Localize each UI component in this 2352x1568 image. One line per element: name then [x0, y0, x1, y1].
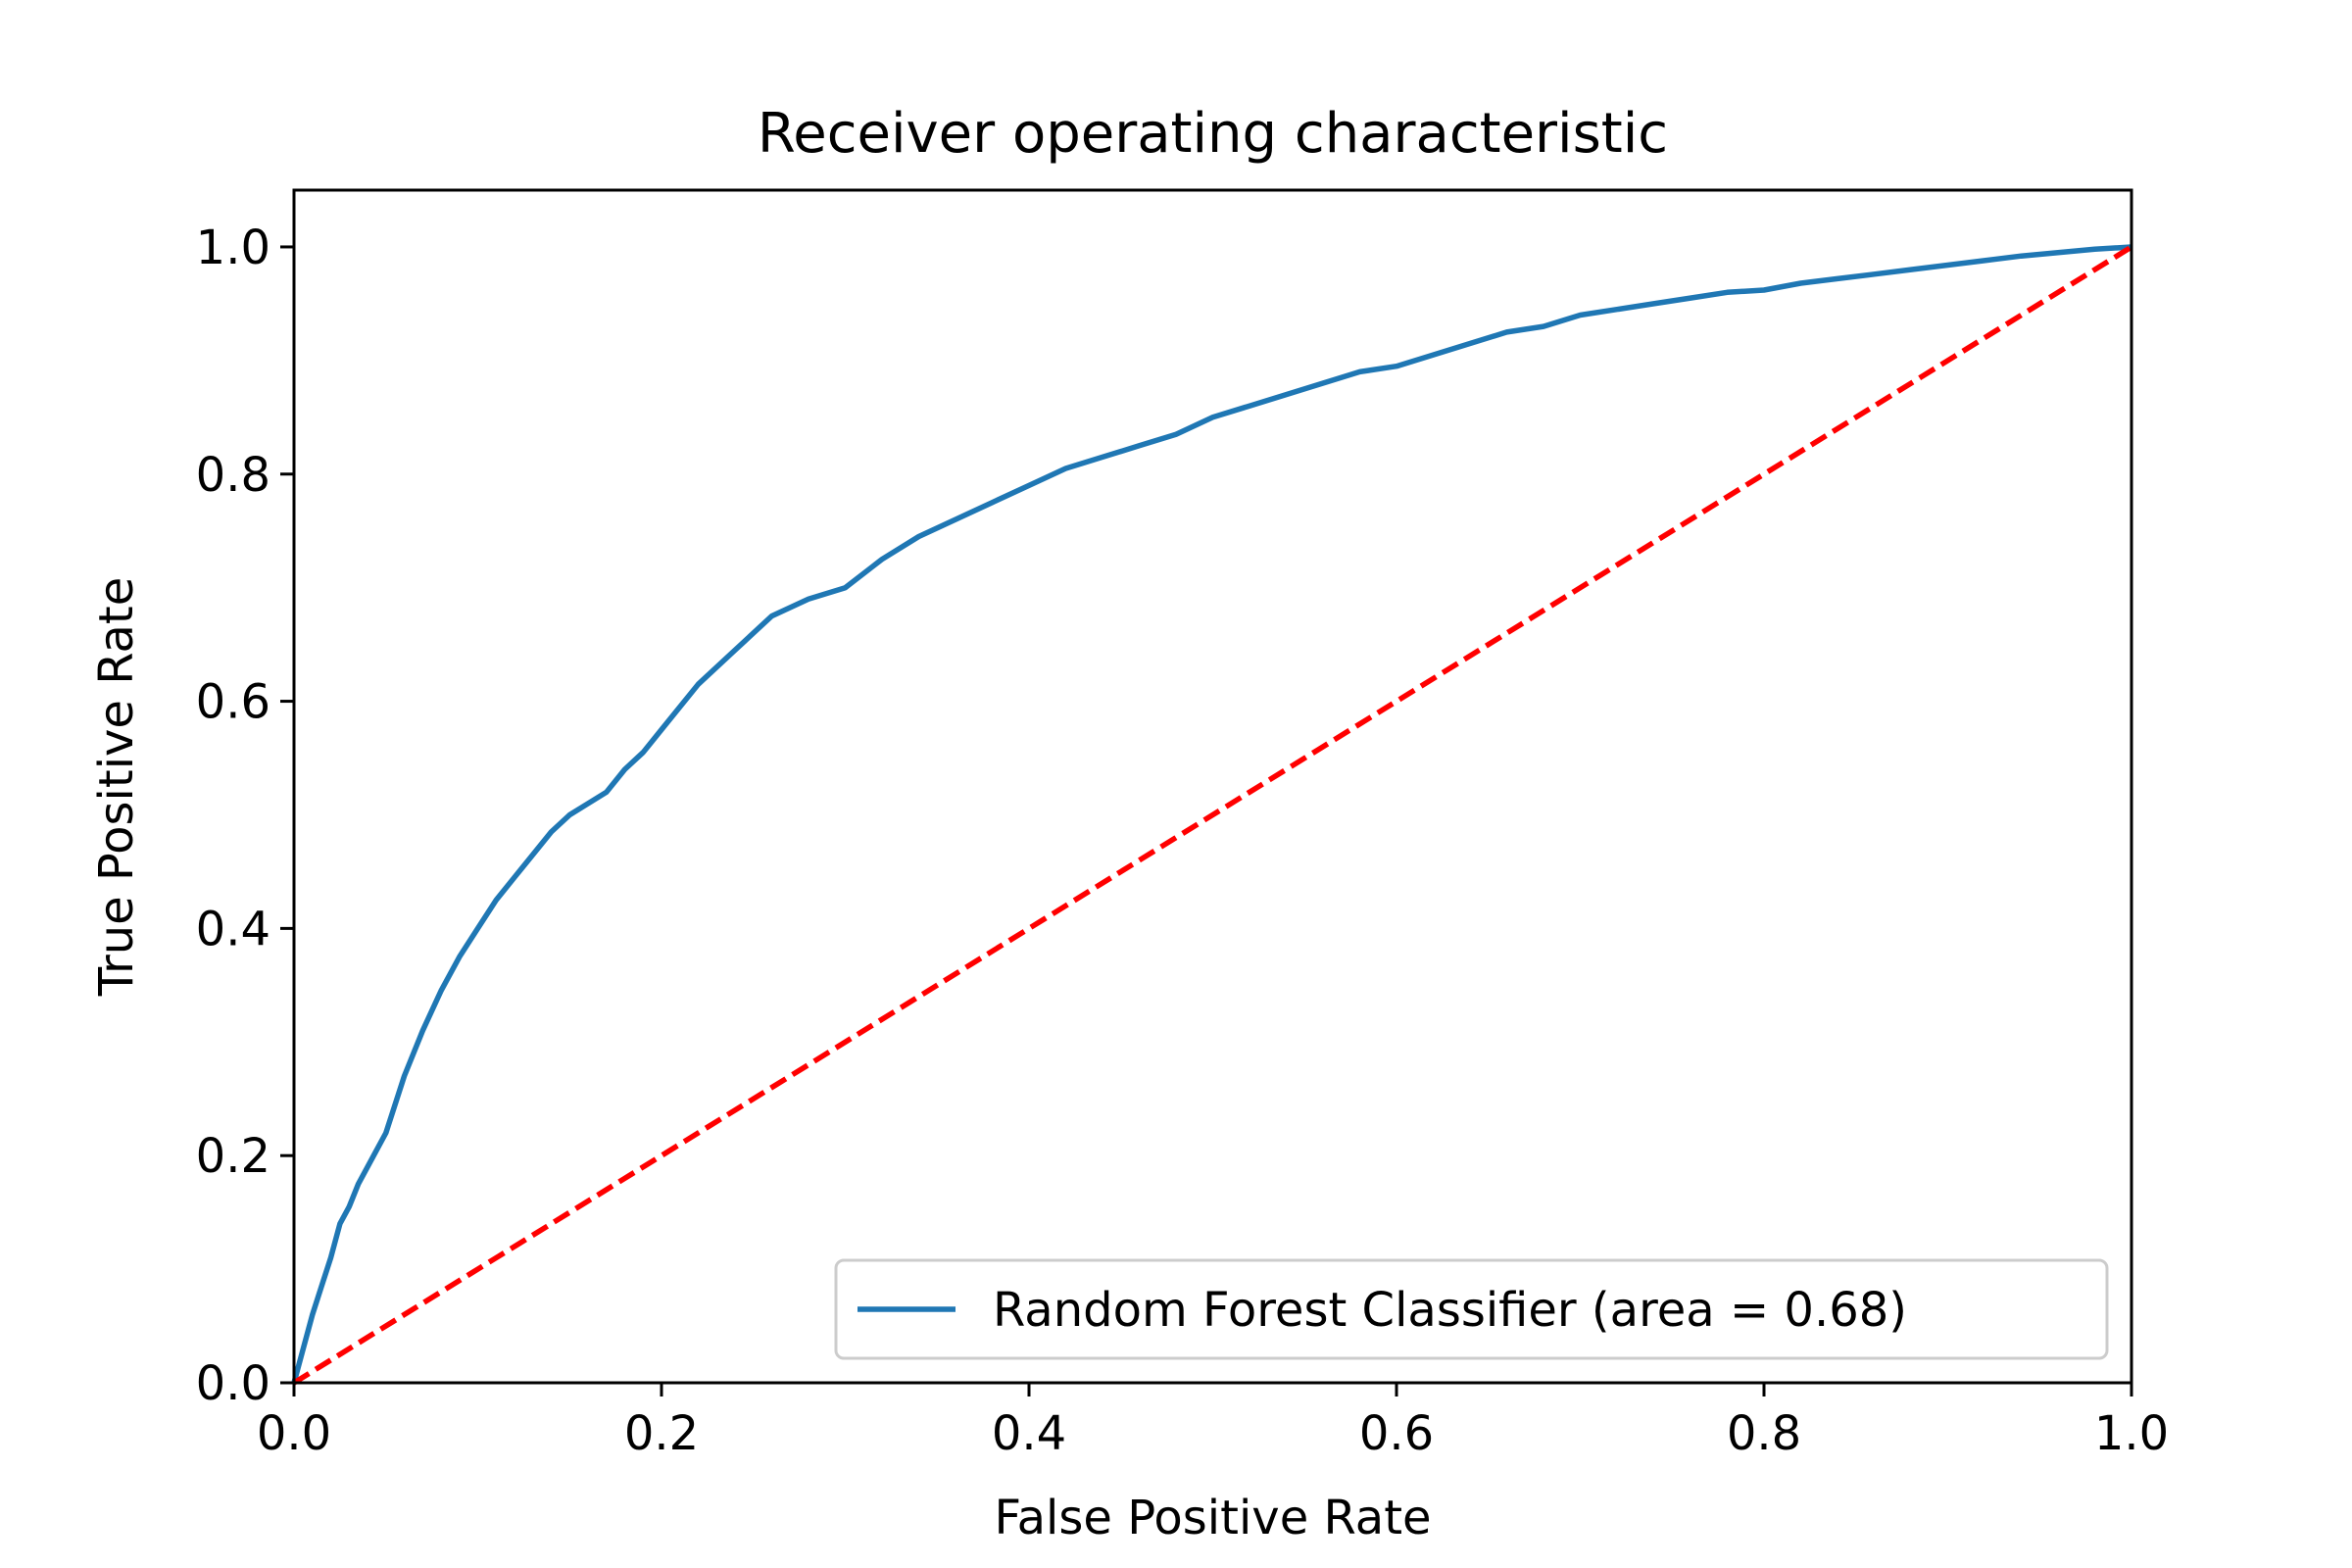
- x-tick-label: 0.6: [1359, 1406, 1434, 1461]
- plot-layer: [291, 244, 2133, 1386]
- y-tick-label: 1.0: [196, 220, 270, 275]
- legend-label: Random Forest Classifier (area = 0.68): [993, 1283, 1907, 1338]
- y-tick-label: 0.2: [196, 1129, 270, 1184]
- x-tick-label: 0.2: [624, 1406, 699, 1461]
- x-axis-label: False Positive Rate: [994, 1491, 1431, 1545]
- x-tick-label: 1.0: [2094, 1406, 2169, 1461]
- roc-curve-line: [291, 244, 2132, 1384]
- y-tick-label: 0.8: [196, 448, 270, 503]
- y-axis-label: True Positive Rate: [89, 577, 144, 998]
- x-tick-label: 0.0: [257, 1406, 331, 1461]
- legend: Random Forest Classifier (area = 0.68): [834, 1258, 2109, 1360]
- axes-frame: [292, 188, 2133, 1385]
- chart-title: Receiver operating characteristic: [758, 102, 1668, 166]
- x-tick-label: 0.8: [1727, 1406, 1801, 1461]
- axes-layer: 0.0 0.2 0.4 0.6 0.8 1.0 0.0 0.2 0.4 0.6 0.8 1.0: [196, 188, 2169, 1461]
- y-tick-label: 0.6: [196, 675, 270, 730]
- legend-box: [834, 1258, 2109, 1360]
- y-tick-label: 0.0: [196, 1356, 270, 1411]
- y-tick-label: 0.4: [196, 902, 270, 956]
- x-tick-label: 0.4: [992, 1406, 1066, 1461]
- chance-diagonal-line: [292, 244, 2133, 1386]
